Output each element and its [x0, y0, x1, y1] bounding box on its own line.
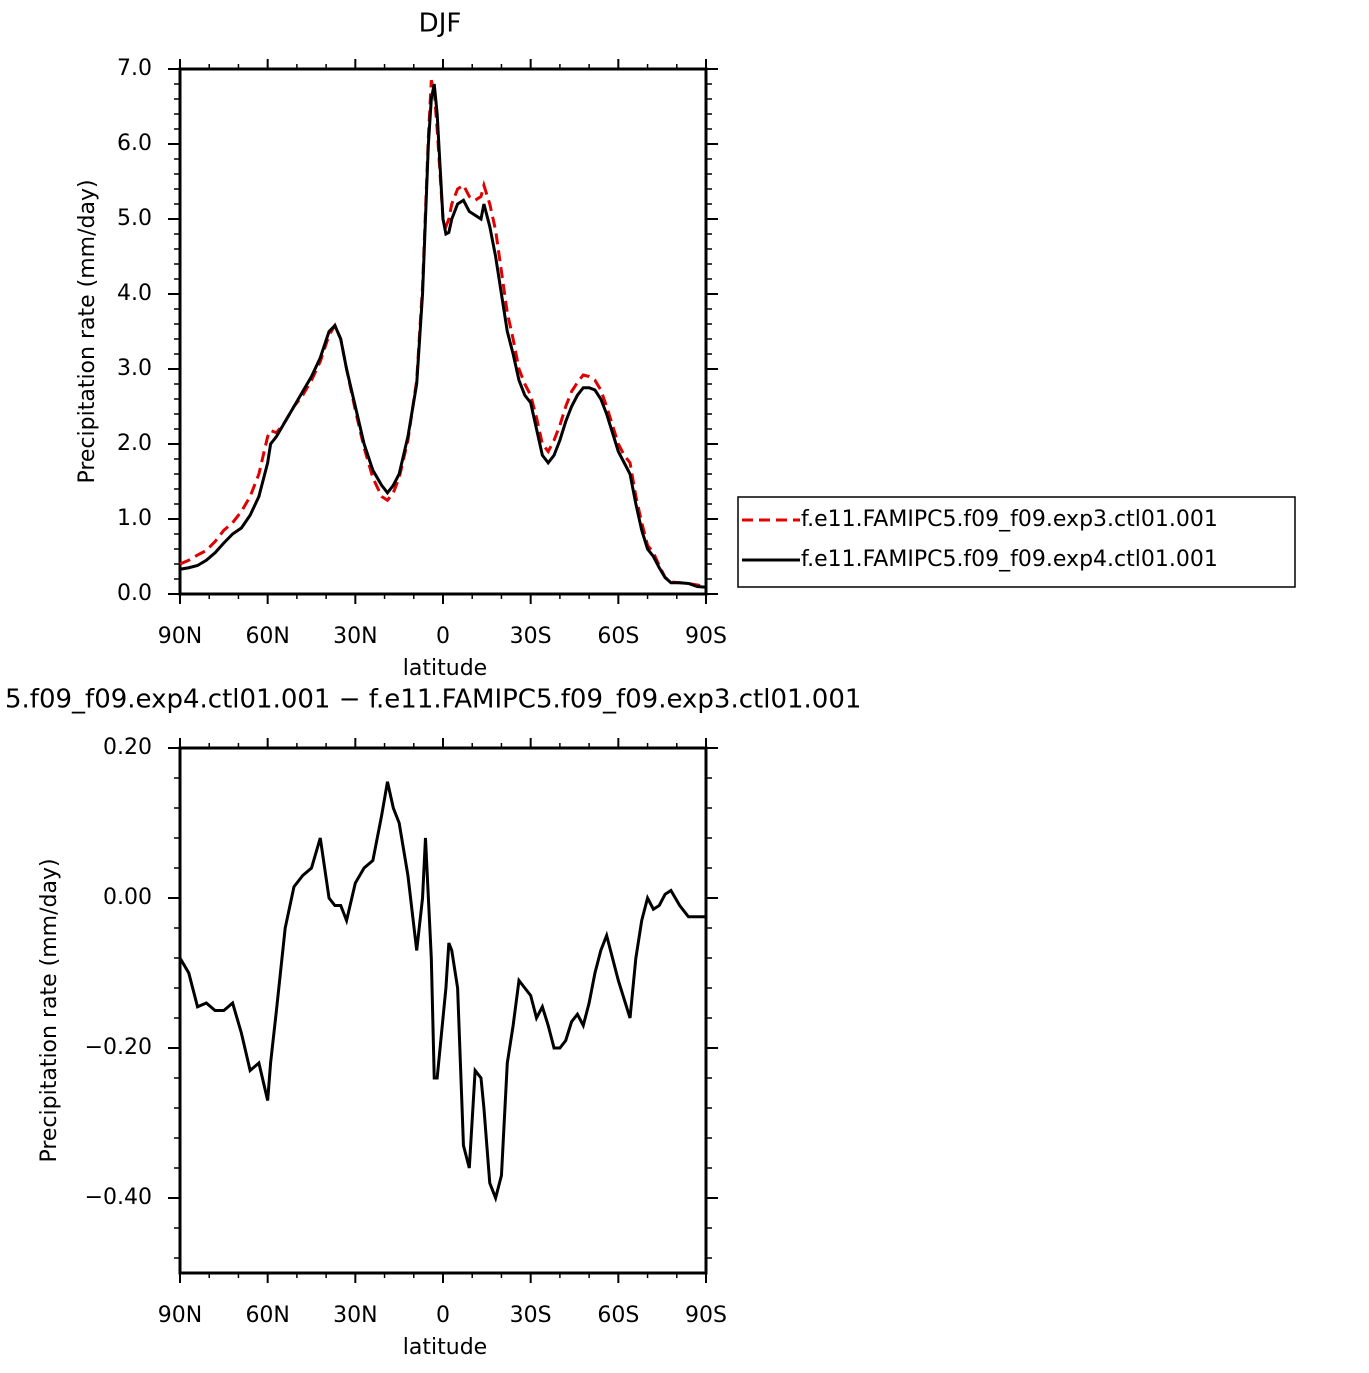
legend-label: f.e11.FAMIPC5.f09_f09.exp4.ctl01.001 [801, 547, 1218, 572]
chart-title: 5.f09_f09.exp4.ctl01.001 − f.e11.FAMIPC5… [5, 685, 861, 715]
x-tick-label: 60N [245, 624, 289, 649]
x-tick-label: 30N [333, 1303, 377, 1328]
x-tick-label: 30S [510, 624, 552, 649]
y-tick-label: 7.0 [117, 56, 152, 81]
x-tick-label: 0 [436, 624, 450, 649]
y-tick-label: 0.20 [103, 735, 152, 760]
x-tick-label: 90N [158, 1303, 202, 1328]
x-tick-label: 90S [685, 624, 727, 649]
x-tick-label: 30S [510, 1303, 552, 1328]
panel: DJF latitude Precipitation rate (mm/day) 90… [75, 9, 1296, 681]
data-line [179, 79, 707, 588]
y-axis-label: Precipitation rate (mm/day) [37, 858, 62, 1162]
y-tick-label: 0.0 [117, 581, 152, 606]
y-tick-label: 5.0 [117, 206, 152, 231]
legend-label: f.e11.FAMIPC5.f09_f09.exp3.ctl01.001 [801, 507, 1218, 532]
legend-box [737, 496, 1296, 588]
x-tick-label: 60S [597, 1303, 639, 1328]
y-axis-label: Precipitation rate (mm/day) [75, 179, 100, 483]
chart-title: DJF [419, 9, 462, 39]
y-tick-label: 2.0 [117, 431, 152, 456]
x-axis-label: latitude [403, 656, 487, 681]
data-line [179, 83, 707, 589]
x-tick-label: 60S [597, 624, 639, 649]
y-tick-label: −0.40 [85, 1185, 152, 1210]
plot-frame [178, 67, 708, 596]
x-tick-label: 90S [685, 1303, 727, 1328]
y-tick-label: 4.0 [117, 281, 152, 306]
x-tick-label: 60N [245, 1303, 289, 1328]
data-line [178, 781, 706, 1203]
y-tick-label: −0.20 [85, 1035, 152, 1060]
y-tick-label: 3.0 [117, 356, 152, 381]
x-tick-label: 90N [158, 624, 202, 649]
y-tick-label: 0.00 [103, 885, 152, 910]
y-tick-label: 6.0 [117, 131, 152, 156]
x-tick-label: 0 [436, 1303, 450, 1328]
panel: 5.f09_f09.exp4.ctl01.001 − f.e11.FAMIPC5… [5, 685, 861, 1361]
y-tick-label: 1.0 [117, 506, 152, 531]
x-axis-label: latitude [403, 1335, 487, 1360]
x-tick-label: 30N [333, 624, 377, 649]
